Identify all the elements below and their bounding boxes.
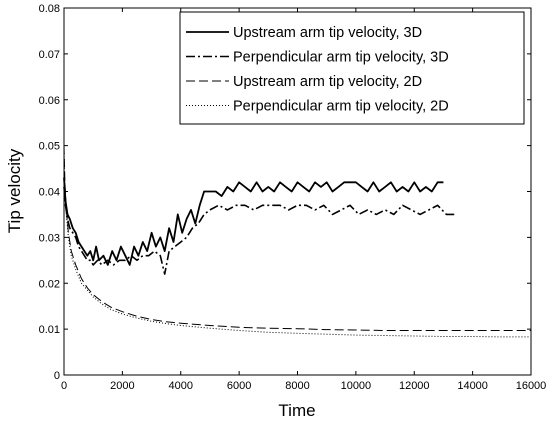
x-tick-label: 12000 [399, 380, 430, 392]
y-tick-label: 0 [54, 370, 60, 382]
y-tick-label: 0.07 [39, 49, 60, 61]
legend-box [179, 11, 525, 125]
x-tick-label: 0 [61, 380, 67, 392]
legend-label-3: Upstream arm tip velocity, 2D [233, 74, 422, 90]
y-tick-label: 0.01 [39, 324, 60, 336]
x-tick-label: 4000 [169, 380, 193, 392]
y-axis-title: Tip velocity [5, 148, 24, 233]
y-tick-label: 0.05 [39, 141, 60, 153]
x-tick-label: 14000 [457, 380, 488, 392]
x-tick-label: 8000 [285, 380, 309, 392]
series-layer [63, 145, 531, 338]
x-tick-label: 16000 [516, 380, 547, 392]
legend-label-1: Upstream arm tip velocity, 3D [233, 25, 422, 41]
series-line-2 [63, 186, 456, 275]
legend: Upstream arm tip velocity, 3D Perpendicul… [179, 11, 525, 125]
ticks-layer: 0 2000 4000 6000 8000 10000 12000 14000 16000 0 0.… [39, 3, 547, 392]
y-tick-label: 0.04 [39, 187, 60, 199]
x-tick-label: 6000 [227, 380, 251, 392]
series-line-1 [63, 177, 444, 266]
y-tick-label: 0.08 [39, 3, 60, 15]
x-tick-label: 10000 [341, 380, 372, 392]
legend-label-2: Perpendicular arm tip velocity, 3D [233, 50, 449, 66]
x-tick-label: 2000 [110, 380, 134, 392]
y-tick-label: 0.03 [39, 232, 60, 244]
y-tick-label: 0.02 [39, 278, 60, 290]
x-axis-title: Time [278, 401, 315, 420]
series-line-3 [63, 145, 531, 331]
legend-label-4: Perpendicular arm tip velocity, 2D [233, 99, 449, 115]
y-tick-label: 0.06 [39, 95, 60, 107]
